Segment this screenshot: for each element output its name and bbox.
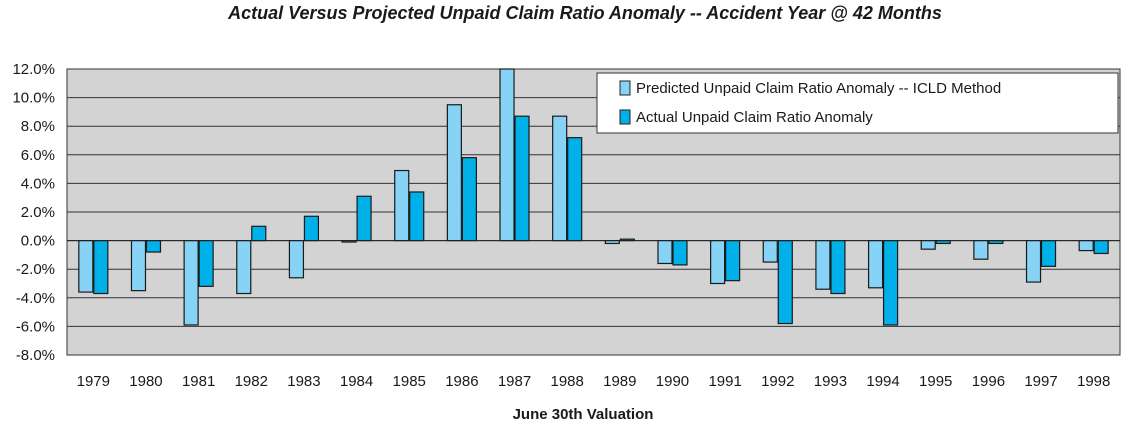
bar-predicted-1995 [920,240,936,250]
x-tick-label: 1980 [129,373,162,390]
legend-swatch-actual [619,109,631,125]
y-tick-label: -2.0% [16,261,55,278]
x-tick-label: 1982 [235,373,268,390]
y-axis-tick-labels: 12.0% 10.0% 8.0% 6.0% 4.0% 2.0% 0.0% -2.0% -4.0%… [12,61,55,364]
y-tick-label: 6.0% [21,147,55,164]
x-tick-label: 1981 [182,373,215,390]
bar-actual-1994 [882,240,899,326]
bar-predicted-1996 [973,240,989,260]
x-tick-label: 1992 [761,373,794,390]
x-tick-label: 1989 [603,373,636,390]
bar-actual-1981 [198,240,214,287]
bar-actual-1983 [303,215,320,242]
y-tick-label: 4.0% [21,175,55,192]
bar-predicted-1990 [657,240,673,265]
y-tick-label: 10.0% [12,90,55,107]
bar-actual-1990 [672,240,688,266]
bar-predicted-1982 [236,240,252,295]
bar-predicted-1992 [762,240,778,263]
y-tick-label: -6.0% [16,318,55,335]
bar-actual-1984 [356,195,372,242]
bar-predicted-1980 [130,240,147,292]
x-tick-label: 1983 [287,373,320,390]
chart-title: Actual Versus Projected Unpaid Claim Rat… [227,3,942,23]
bar-actual-1982 [251,225,267,242]
bar-predicted-1997 [1025,240,1042,283]
legend-label-predicted: Predicted Unpaid Claim Ratio Anomaly -- … [636,80,1001,97]
bar-predicted-1991 [710,240,726,285]
bar-actual-1986 [461,157,477,242]
bar-predicted-1983 [288,240,305,279]
x-tick-label: 1991 [708,373,741,390]
y-tick-label: 8.0% [21,118,55,135]
y-tick-label: -8.0% [16,347,55,364]
legend-label-actual: Actual Unpaid Claim Ratio Anomaly [636,109,873,126]
bar-actual-1991 [725,240,741,282]
x-tick-label: 1987 [498,373,531,390]
bar-predicted-1993 [815,240,831,290]
x-tick-label: 1986 [445,373,478,390]
legend: Predicted Unpaid Claim Ratio Anomaly -- … [596,72,1119,134]
bar-predicted-1994 [867,240,884,289]
x-tick-label: 1993 [814,373,847,390]
bar-actual-1979 [93,240,109,295]
bar-actual-1980 [145,240,162,253]
legend-box [596,72,1119,134]
bar-predicted-1988 [552,115,568,242]
x-tick-label: 1998 [1077,373,1110,390]
y-tick-label: -4.0% [16,290,55,307]
y-tick-label: 0.0% [21,233,55,250]
bar-predicted-1985 [394,169,410,242]
bars [67,68,1120,326]
bar-predicted-1986 [446,104,462,242]
x-axis-label: June 30th Valuation [513,406,654,423]
x-tick-label: 1994 [866,373,899,390]
legend-swatch-predicted [619,80,631,96]
x-axis-tick-labels: 1979 1980 1981 1982 1983 1984 1985 1986 1987 1988… [77,373,1111,390]
x-tick-label: 1997 [1024,373,1057,390]
bar-actual-1987 [514,115,530,242]
y-tick-label: 2.0% [21,204,55,221]
x-tick-label: 1995 [919,373,952,390]
bar-actual-1985 [409,191,425,242]
bar-actual-1988 [567,137,583,242]
x-tick-label: 1996 [972,373,1005,390]
bar-actual-1992 [777,240,793,325]
x-tick-label: 1979 [77,373,110,390]
bar-predicted-1981 [183,240,199,326]
bar-actual-1998 [1093,240,1109,255]
x-tick-label: 1984 [340,373,373,390]
x-tick-label: 1988 [550,373,583,390]
bar-actual-1993 [830,240,846,295]
bar-predicted-1987 [499,68,515,242]
bar-actual-1997 [1040,240,1057,267]
y-tick-label: 12.0% [12,61,55,78]
x-tick-label: 1985 [393,373,426,390]
bar-predicted-1979 [78,240,94,293]
x-tick-label: 1990 [656,373,689,390]
bar-predicted-1998 [1078,240,1094,252]
